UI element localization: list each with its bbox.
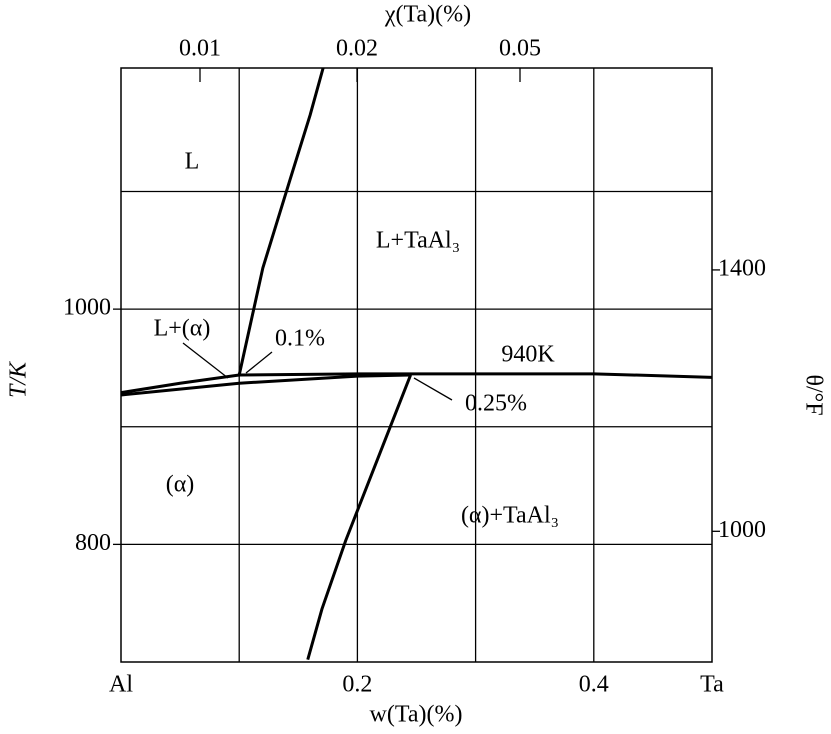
- phase-boundary: [120, 373, 411, 397]
- region-label: L+(α): [154, 316, 211, 342]
- y-tick-label: 800: [75, 530, 111, 556]
- region-label: 0.25%: [465, 391, 527, 417]
- x-tick-label: Ta: [700, 672, 724, 698]
- phase-boundary: [120, 372, 713, 395]
- y2-tick-label: 1000: [718, 517, 766, 543]
- x2-tick-label: 0.05: [499, 36, 541, 62]
- leader-line: [182, 342, 229, 379]
- region-label: 940K: [501, 342, 555, 368]
- x-tick-label: 0.4: [579, 672, 609, 698]
- plot-frame: [120, 67, 713, 663]
- y2-axis-label: θ/°F: [800, 374, 826, 415]
- x2-tick-label: 0.02: [336, 36, 378, 62]
- region-label: L+TaAl₃: [376, 228, 460, 254]
- y-tick-label: 1000: [63, 295, 111, 321]
- region-label: L: [185, 149, 200, 175]
- phase-boundary: [306, 374, 412, 661]
- region-label: (α): [166, 472, 195, 498]
- phase-boundary: [237, 67, 325, 376]
- x-tick-label: 0.2: [342, 672, 372, 698]
- x-axis-label: w(Ta)(%): [370, 702, 463, 728]
- region-label: (α)+TaAl₃: [461, 503, 559, 529]
- x2-tick-label: 0.01: [179, 36, 221, 62]
- y-axis-label: T/K: [6, 360, 32, 398]
- x-tick-label: Al: [109, 672, 133, 698]
- y2-tick-label: 1400: [718, 255, 766, 281]
- x2-axis-label: χ(Ta)(%): [384, 2, 471, 28]
- region-label: 0.1%: [275, 326, 325, 352]
- leader-line: [245, 351, 273, 374]
- leader-line: [413, 377, 453, 401]
